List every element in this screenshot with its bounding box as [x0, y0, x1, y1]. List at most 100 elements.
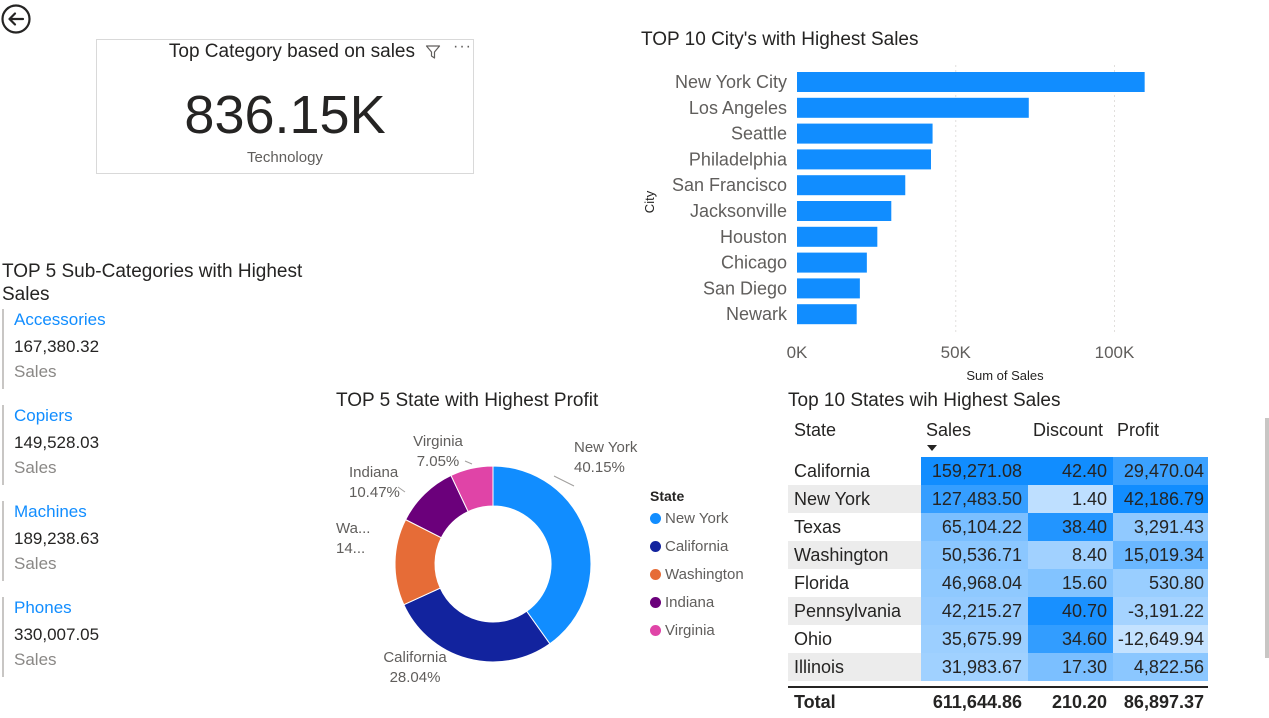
kpi-label: Copiers [14, 406, 73, 425]
y-tick-label: San Diego [703, 278, 787, 298]
slice-label: California [383, 649, 447, 666]
table-scrollbar[interactable] [1265, 418, 1269, 658]
discount-cell: 42.40 [1028, 457, 1113, 485]
state-cell: Washington [788, 541, 921, 569]
legend-item[interactable]: Virginia [650, 622, 715, 639]
table-row[interactable]: Washington 50,536.71 8.40 15,019.34 [788, 541, 1208, 569]
slice-percent: 40.15% [574, 459, 625, 476]
card-title: Top Category based on sales [168, 41, 415, 62]
card-category-label: Technology [247, 149, 323, 166]
profit-cell: 42,186.79 [1113, 485, 1208, 513]
total-profit: 86,897.37 [1123, 692, 1204, 712]
bar[interactable] [797, 175, 906, 196]
slice-label: Indiana [349, 464, 399, 481]
legend-marker [650, 513, 661, 524]
y-tick-label: Jacksonville [690, 201, 787, 221]
legend-marker [650, 569, 661, 580]
kpi-unit: Sales [14, 458, 57, 477]
donut-slice[interactable] [450, 465, 494, 513]
legend-item[interactable]: California [650, 538, 728, 555]
kpi-copiers: Copiers 149,528.03 Sales [2, 405, 214, 485]
y-tick-label: Chicago [721, 253, 787, 273]
discount-cell: 1.40 [1028, 485, 1113, 513]
bar[interactable] [797, 278, 860, 299]
city-sales-bar-chart[interactable]: 0K 50K 100K New York City Los Angeles Seattle… [630, 60, 1230, 390]
sales-cell: 42,215.27 [921, 597, 1028, 625]
y-tick-label: Philadelphia [689, 149, 788, 169]
kpi-accessories: Accessories 167,380.32 Sales [2, 309, 214, 389]
table-row[interactable]: Ohio 35,675.99 34.60 -12,649.94 [788, 625, 1208, 653]
state-cell: Ohio [788, 625, 921, 653]
discount-cell: 38.40 [1028, 513, 1113, 541]
column-header-profit[interactable]: Profit [1117, 420, 1160, 440]
column-header-sales[interactable]: Sales [926, 420, 972, 440]
y-tick-label: Seattle [731, 124, 787, 144]
profit-cell: 530.80 [1113, 569, 1208, 597]
total-label: Total [794, 692, 836, 712]
more-options-icon[interactable]: ··· [453, 38, 472, 55]
slice-percent: 7.05% [417, 453, 460, 470]
table-row[interactable]: New York 127,483.50 1.40 42,186.79 [788, 485, 1208, 513]
x-axis-label: Sum of Sales [966, 368, 1044, 383]
back-button[interactable] [1, 4, 31, 34]
leader-line [464, 460, 473, 465]
donut-slice[interactable] [492, 465, 592, 645]
kpi-phones: Phones 330,007.05 Sales [2, 597, 214, 677]
bar[interactable] [797, 252, 867, 273]
legend-item[interactable]: New York [650, 510, 728, 527]
profit-cell: -12,649.94 [1113, 625, 1208, 653]
column-header-state[interactable]: State [794, 420, 837, 440]
bar[interactable] [797, 97, 1029, 118]
bar[interactable] [797, 304, 857, 325]
sales-cell: 159,271.08 [921, 457, 1028, 485]
column-header-discount[interactable]: Discount [1033, 420, 1104, 440]
state-profit-donut-chart[interactable]: New York 40.15% California 28.04% Wa... 14...… [330, 430, 650, 695]
discount-cell: 15.60 [1028, 569, 1113, 597]
bar[interactable] [797, 201, 892, 221]
table-row[interactable]: California 159,271.08 42.40 29,470.04 [788, 457, 1208, 485]
y-tick-label: San Francisco [672, 175, 787, 195]
table-row[interactable]: Pennsylvania 42,215.27 40.70 -3,191.22 [788, 597, 1208, 625]
table-row[interactable]: Illinois 31,983.67 17.30 4,822.56 [788, 653, 1208, 681]
slice-percent: 14... [336, 540, 365, 557]
sales-cell: 127,483.50 [921, 485, 1028, 513]
bar[interactable] [797, 72, 1145, 92]
top-category-card[interactable]: Top Category based on sales ··· 836.15K … [96, 38, 474, 174]
legend-item[interactable]: Indiana [650, 594, 714, 611]
state-cell: California [788, 457, 921, 485]
profit-cell: 29,470.04 [1113, 457, 1208, 485]
table-row[interactable]: Texas 65,104.22 38.40 3,291.43 [788, 513, 1208, 541]
legend-label: Washington [665, 566, 744, 583]
y-tick-label: Newark [726, 304, 788, 324]
legend-label: Virginia [665, 622, 715, 639]
kpi-machines: Machines 189,238.63 Sales [2, 501, 214, 581]
table-title: Top 10 States wih Highest Sales [788, 390, 1061, 411]
kpi-label: Machines [14, 502, 87, 521]
kpi-unit: Sales [14, 650, 57, 669]
legend-label: New York [665, 510, 729, 527]
kpi-label: Accessories [14, 310, 106, 329]
kpi-value: 330,007.05 [14, 625, 100, 644]
sales-cell: 35,675.99 [921, 625, 1028, 653]
kpi-value: 189,238.63 [14, 529, 100, 548]
leader-line [397, 486, 406, 493]
y-tick-label: New York City [675, 72, 787, 92]
bar[interactable] [797, 226, 878, 247]
filter-icon[interactable] [425, 44, 441, 60]
slice-label: Virginia [413, 433, 463, 450]
sales-cell: 50,536.71 [921, 541, 1028, 569]
slice-percent: 28.04% [390, 669, 441, 686]
total-sales: 611,644.86 [932, 692, 1022, 712]
legend-marker [650, 541, 661, 552]
legend-marker [650, 597, 661, 608]
state-cell: New York [788, 485, 921, 513]
table-row[interactable]: Florida 46,968.04 15.60 530.80 [788, 569, 1208, 597]
x-tick-label: 0K [787, 343, 808, 362]
bar[interactable] [797, 149, 931, 170]
state-cell: Florida [788, 569, 921, 597]
slice-label: Wa... [336, 520, 370, 537]
bar[interactable] [797, 123, 933, 144]
discount-cell: 17.30 [1028, 653, 1113, 681]
profit-cell: 15,019.34 [1113, 541, 1208, 569]
legend-item[interactable]: Washington [650, 566, 744, 583]
